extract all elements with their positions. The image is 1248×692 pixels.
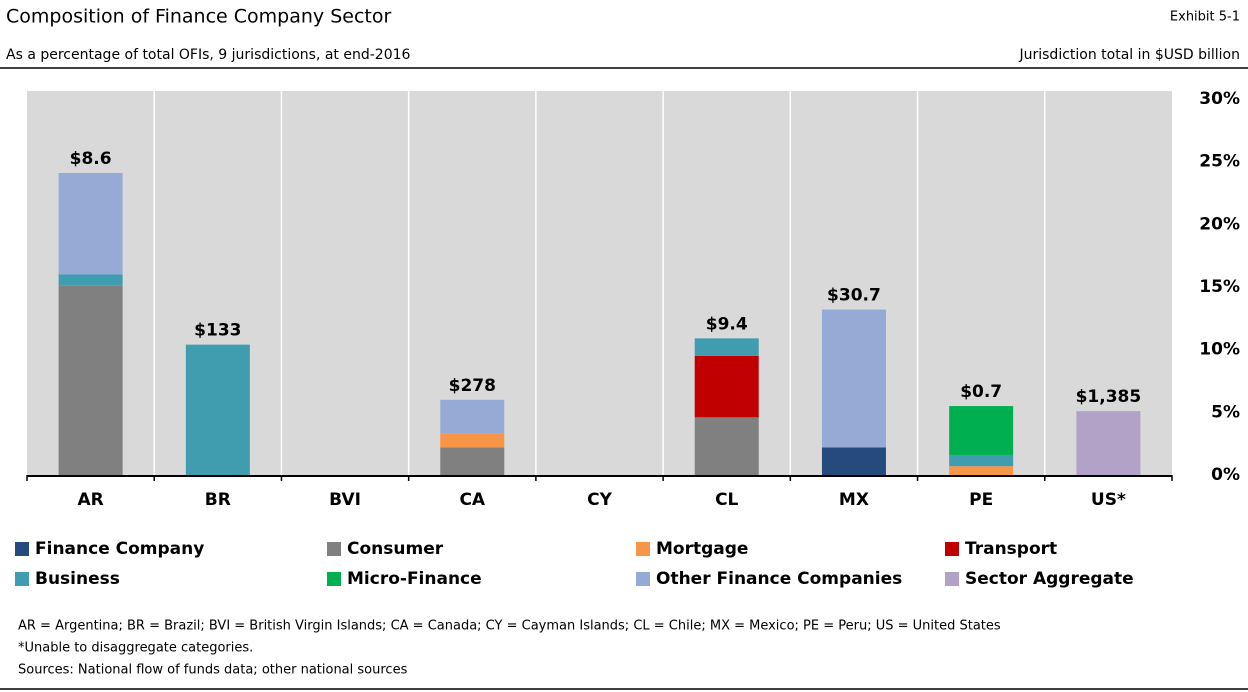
x-tick-label: BR (205, 490, 231, 510)
bar-segment (440, 399, 505, 434)
legend-label: Micro-Finance (347, 569, 482, 589)
bar-segment (58, 172, 123, 275)
value-label: $9.4 (706, 314, 748, 334)
legend-label: Finance Company (35, 539, 204, 559)
units-note: Jurisdiction total in $USD billion (1018, 47, 1240, 63)
y-tick-label: 20% (1199, 214, 1240, 234)
bar-segment (440, 433, 505, 448)
bar-segment (185, 344, 250, 475)
y-tick-label: 15% (1199, 277, 1240, 297)
value-label: $1,385 (1076, 387, 1142, 407)
value-label: $30.7 (827, 286, 881, 306)
note: Sources: National flow of funds data; ot… (18, 663, 408, 678)
legend-swatch (636, 542, 650, 556)
note: AR = Argentina; BR = Brazil; BVI = Briti… (18, 619, 1001, 634)
bar-segment (694, 338, 759, 356)
bar-segment (58, 285, 123, 475)
x-tick-label: CY (587, 490, 612, 510)
note: *Unable to disaggregate categories. (18, 641, 253, 656)
value-label: $278 (449, 376, 496, 396)
legend-label: Business (35, 569, 120, 589)
legend-swatch (327, 572, 341, 586)
x-tick-label: PE (969, 490, 993, 510)
bar-segment (440, 447, 505, 475)
value-label: $0.7 (960, 382, 1002, 402)
bar-segment (694, 417, 759, 475)
y-tick-label: 5% (1211, 402, 1240, 422)
bar-segment (1076, 411, 1141, 475)
bar-segment (949, 454, 1014, 467)
bar-segment (821, 447, 886, 475)
legend-label: Sector Aggregate (965, 569, 1134, 589)
value-label: $8.6 (70, 149, 112, 169)
exhibit: Exhibit 5-1 (1170, 10, 1240, 25)
bar-segment (821, 309, 886, 448)
legend-label: Other Finance Companies (656, 569, 902, 589)
x-tick-label: CA (459, 490, 485, 510)
legend-swatch (15, 572, 29, 586)
x-tick-label: AR (77, 490, 103, 510)
legend-label: Mortgage (656, 539, 748, 559)
x-tick-label: US* (1091, 490, 1126, 510)
legend-swatch (945, 542, 959, 556)
value-label: $133 (194, 321, 241, 341)
legend-swatch (15, 542, 29, 556)
legend-swatch (945, 572, 959, 586)
bar-segment (949, 466, 1014, 475)
x-tick-label: MX (839, 490, 869, 510)
legend-swatch (327, 542, 341, 556)
y-tick-label: 30% (1199, 89, 1240, 109)
chart-title: Composition of Finance Company Sector (6, 6, 391, 28)
legend-label: Consumer (347, 539, 444, 559)
legend-swatch (636, 572, 650, 586)
y-tick-label: 10% (1199, 340, 1240, 360)
legend-label: Transport (965, 539, 1057, 559)
y-tick-label: 0% (1211, 465, 1240, 485)
x-tick-label: BVI (329, 490, 361, 510)
bar-segment (949, 406, 1014, 455)
bar-segment (58, 274, 123, 286)
x-tick-label: CL (715, 490, 738, 510)
bar-segment (694, 355, 759, 418)
y-tick-label: 25% (1199, 152, 1240, 172)
subtitle: As a percentage of total OFIs, 9 jurisdi… (6, 47, 411, 63)
